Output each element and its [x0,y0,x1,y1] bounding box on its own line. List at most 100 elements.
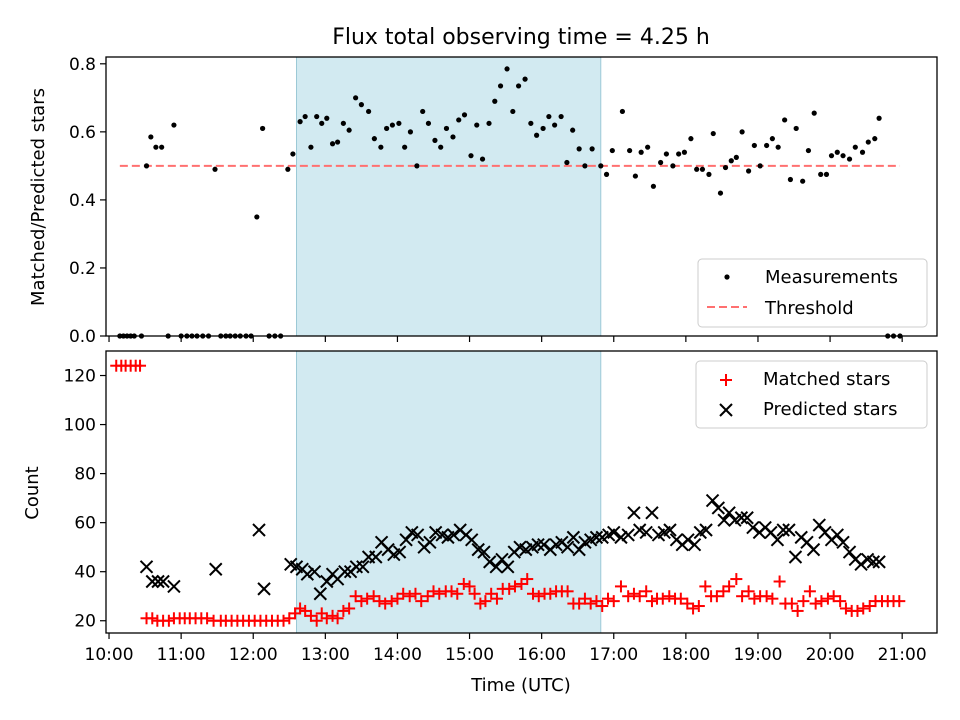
matched-star-point [601,592,614,605]
matched-star-point [397,587,410,600]
matched-star-point [561,585,574,598]
y-tick-label: 0.2 [69,259,96,279]
measurement-point [627,147,633,154]
predicted-star-point [423,535,437,549]
matched-star-point [773,575,786,588]
matched-star-point [331,612,344,625]
y-tick-label: 0.4 [69,191,96,211]
x-tick-label: 10:00 [85,645,134,665]
measurement-point [800,178,806,184]
measurement-point [396,120,402,126]
predicted-star-point [139,560,154,574]
ratio-x-ticks [108,336,903,342]
predicted-star-point [663,523,677,537]
measurement-point [865,139,871,145]
measurement-point [346,127,352,133]
predicted-star-point [572,542,586,557]
observing-span-top [295,56,602,337]
predicted-star-point [872,555,886,569]
matched-star-point [134,359,147,372]
measurement-point [290,151,296,157]
matched-star-point [827,590,840,603]
measurement-point [432,137,438,143]
x-tick-label: 14:00 [373,645,422,665]
measurement-point [859,149,866,155]
measurement-point [546,113,552,120]
matched-star-point [633,590,646,603]
predicted-star-point [392,545,407,559]
matched-stars-points [110,359,906,627]
matched-star-point [457,577,470,590]
predicted-star-point [866,555,881,569]
measurement-point [872,136,878,142]
matched-star-point [674,592,687,605]
matched-star-point [785,597,798,610]
matched-star-point [692,600,705,613]
measurement-point [407,129,414,135]
measurement-point [522,76,528,82]
legend-measurements-label: Measurements [765,267,898,288]
ratio-y-axis-label: Matched/Predicted stars [28,88,49,306]
measurement-point [739,129,745,135]
measurement-point [260,125,266,132]
measurement-point [254,214,260,220]
measurement-point [751,142,757,149]
matched-star-point [723,580,736,593]
legend-matched-marker [720,374,732,386]
predicted-star-point [836,535,850,549]
predicted-star-point [645,506,659,520]
measurement-point [603,171,610,177]
matched-star-point [503,582,516,595]
predicted-star-point [320,574,334,589]
count-x-ticks: 10:00 11:00 12:00 13:00 14:00 15:00 16:00 17:00… [85,633,927,665]
measurement-point [358,102,364,108]
y-tick-label: 0.8 [69,55,96,75]
measurement-point [745,168,752,174]
matched-star-point [857,602,870,615]
predicted-star-point [722,506,736,520]
predicted-star-point [770,533,785,547]
measurement-point [811,110,817,116]
measurement-point [456,117,462,123]
matched-star-point [710,590,723,603]
predicted-stars-points [139,493,886,601]
matched-star-point [821,592,834,605]
predicted-star-point [699,523,713,537]
count-legend: Matched stars Predicted stars [695,360,928,429]
matched-star-point [834,595,847,608]
matched-star-point [742,585,755,598]
measurement-point [670,163,676,169]
predicted-star-point [614,530,628,545]
predicted-star-point [681,533,695,547]
matched-star-point [851,604,864,617]
matched-star-point [385,595,398,608]
predicted-star-point [711,501,726,515]
x-tick-label: 15:00 [445,645,494,665]
measurement-point [159,144,165,150]
y-tick-label: 100 [64,416,96,436]
measurement-point [353,95,359,101]
legend-threshold-label: Threshold [764,298,854,319]
measurement-point [528,120,534,126]
matched-star-point [730,573,743,586]
matched-star-point [839,602,852,615]
predicted-star-point [209,562,223,576]
predicted-star-point [410,528,425,542]
predicted-star-point [566,530,581,545]
matched-star-point [532,590,545,603]
measurement-point [329,141,336,147]
measurement-point [504,66,510,72]
matched-star-point [474,597,487,610]
predicted-star-point [639,525,653,540]
matched-star-point [656,592,669,605]
measurement-point [576,146,582,152]
predicted-star-point [300,567,315,581]
matched-star-point [201,612,214,625]
y-tick-label: 80 [74,465,96,485]
measurement-point [570,127,576,133]
ratio-legend: Measurements Threshold [697,258,928,328]
ratio-legend-box [697,258,928,328]
predicted-star-point [501,560,515,574]
matched-star-point [403,590,416,603]
measurement-point [420,108,426,115]
